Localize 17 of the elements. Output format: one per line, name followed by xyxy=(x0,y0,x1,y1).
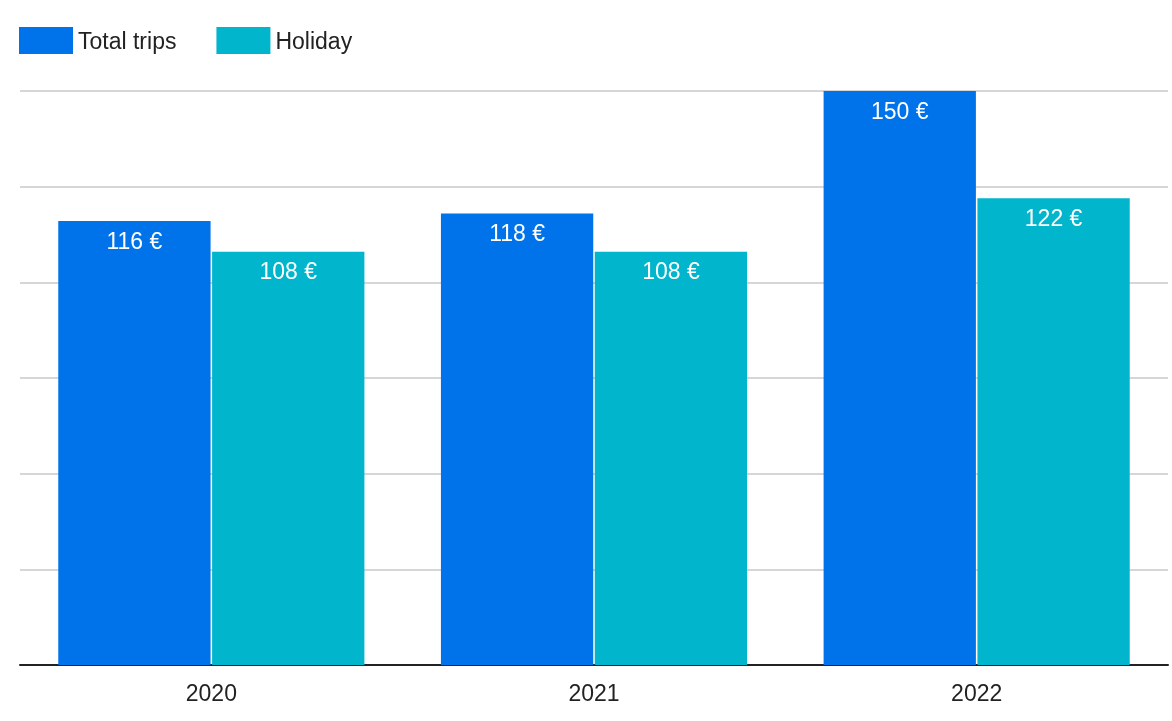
legend-label: Holiday xyxy=(275,27,353,54)
data-label: 118 € xyxy=(489,219,546,246)
bar xyxy=(594,251,748,665)
data-label: 116 € xyxy=(106,227,163,254)
bar xyxy=(977,198,1130,665)
x-tick-label: 2021 xyxy=(568,679,620,706)
data-label: 108 € xyxy=(259,258,318,285)
x-tick-label: 2020 xyxy=(185,679,237,706)
data-label: 150 € xyxy=(870,97,929,124)
bar xyxy=(212,251,365,665)
bar xyxy=(823,91,976,665)
x-tick-label: 2022 xyxy=(951,679,1003,706)
legend-label: Total trips xyxy=(78,27,177,54)
bar xyxy=(440,213,594,665)
data-label: 108 € xyxy=(642,258,700,285)
bar xyxy=(58,221,211,665)
data-label: 122 € xyxy=(1024,204,1083,231)
